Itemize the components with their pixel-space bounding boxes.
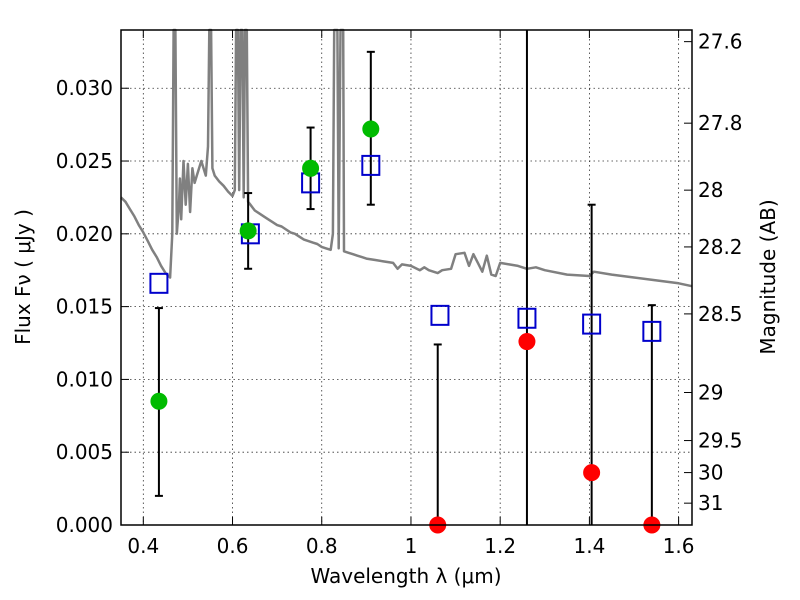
y-tick-label: 0.030 [56,76,113,100]
detection-point [302,159,320,177]
detection-point [239,222,257,240]
x-tick-label: 1.4 [573,534,605,558]
plot-frame [120,29,693,526]
y2-tick-label: 28 [698,178,723,202]
y2-axis-label: Magnitude (AB) [756,199,780,354]
y-tick-label: 0.010 [56,367,113,391]
x-tick-label: 1 [405,534,418,558]
model-spectrum-line [120,28,693,288]
y2-axis-ticks: 27.6 27.8 28 28.2 28.5 29 29.5 30 31 [684,30,743,515]
y2-tick-label: 27.6 [698,30,743,54]
y2-tick-label: 29 [698,381,723,405]
model-band-square [642,320,662,342]
y2-tick-label: 28.5 [698,302,743,326]
model-band-square [430,304,450,326]
model-band-square [582,313,602,335]
x-tick-label: 0.4 [127,534,159,558]
y2-tick-label: 27.8 [698,111,743,135]
detection-point [362,120,380,138]
error-bars [154,30,656,525]
model-band-markers [149,154,662,342]
upper-limit-point [583,464,601,482]
x-axis-label: Wavelength λ (μm) [310,564,501,588]
model-band-square [149,272,169,294]
y-axis-ticks: 0.000 0.005 0.010 0.015 0.020 0.025 0.030 [56,76,129,537]
model-band-square [361,154,381,176]
y2-tick-label: 28.2 [698,235,743,259]
y-axis-label: Flux Fν ( μJy ) [11,209,35,345]
x-tick-label: 1.2 [484,534,516,558]
x-tick-label: 0.8 [306,534,338,558]
y-tick-label: 0.025 [56,149,113,173]
y2-tick-label: 31 [698,491,723,515]
y-tick-label: 0.020 [56,222,113,246]
y2-tick-label: 30 [698,461,723,485]
upper-limit-point [518,333,536,351]
x-tick-label: 1.6 [663,534,695,558]
model-band-square [517,307,537,329]
x-tick-label: 0.6 [217,534,249,558]
y-tick-label: 0.005 [56,440,113,464]
detection-point [150,392,168,410]
y-tick-label: 0.015 [56,295,113,319]
x-axis-ticks: 0.4 0.6 0.8 1 1.2 1.4 1.6 [127,30,695,558]
y-tick-label: 0.000 [56,513,113,537]
grid [121,30,692,525]
y2-tick-label: 29.5 [698,429,743,453]
model-spectrum [120,28,693,288]
